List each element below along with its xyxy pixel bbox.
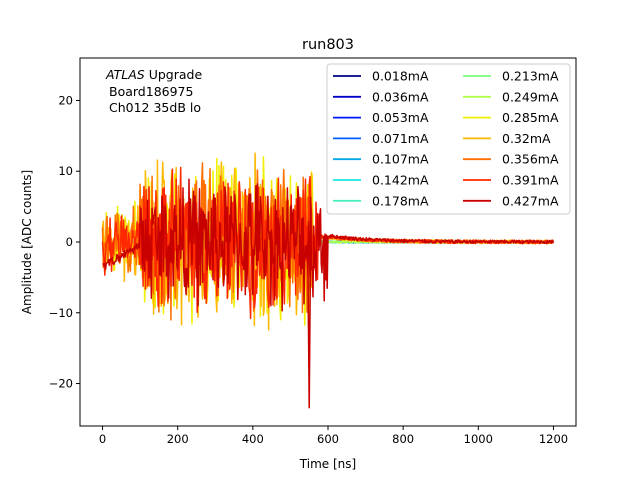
y-tick-label: 20 [58, 93, 73, 107]
legend-entry: 0.071mA [372, 131, 429, 146]
plot-area [101, 152, 555, 409]
atlas-label-line-3: Ch012 35dB lo [109, 100, 201, 115]
x-tick-label: 600 [317, 432, 339, 446]
y-axis-label: Amplitude [ADC counts] [20, 170, 34, 314]
legend-box [326, 63, 571, 215]
legend-entry: 0.018mA [372, 69, 429, 84]
y-tick-label: 0 [66, 235, 73, 249]
x-tick-label: 1000 [464, 432, 493, 446]
series-spike [306, 227, 312, 409]
y-tick-label: −10 [49, 306, 73, 320]
atlas-label-line-2: Board186975 [109, 84, 193, 99]
legend-entry: 0.32mA [502, 131, 551, 146]
atlas-upgrade: Upgrade [145, 67, 203, 82]
x-tick-label: 1200 [539, 432, 568, 446]
x-tick-label: 200 [167, 432, 189, 446]
x-axis-label: Time [ns] [299, 457, 356, 471]
series-line-0.427mA [102, 178, 555, 312]
x-axis: 0 200 400 600 800 1000 1200 [99, 426, 568, 446]
y-tick-label: 10 [58, 164, 73, 178]
atlas-annotation: ATLAS Upgrade Board186975 Ch012 35dB lo [105, 67, 202, 115]
x-tick-label: 400 [242, 432, 264, 446]
legend-entry: 0.142mA [372, 173, 429, 188]
legend-entry: 0.107mA [372, 152, 429, 167]
legend: 0.018mA 0.036mA 0.053mA 0.071mA 0.107mA 0.142… [326, 63, 571, 215]
legend-entry: 0.213mA [502, 69, 559, 84]
x-tick-label: 800 [392, 432, 414, 446]
legend-entry: 0.391mA [502, 173, 559, 188]
legend-entry: 0.356mA [502, 152, 559, 167]
y-tick-label: −20 [49, 377, 73, 391]
y-axis: −20 −10 0 10 20 [49, 93, 80, 391]
legend-entry: 0.053mA [372, 110, 429, 125]
legend-entry: 0.285mA [502, 110, 559, 125]
legend-entry: 0.427mA [502, 193, 559, 208]
atlas-italic: ATLAS [105, 67, 145, 82]
legend-entry: 0.178mA [372, 193, 429, 208]
chart-title: run803 [302, 37, 354, 53]
legend-entry: 0.036mA [372, 89, 429, 104]
atlas-label-line-1: ATLAS Upgrade [105, 67, 202, 82]
x-tick-label: 0 [99, 432, 106, 446]
legend-entry: 0.249mA [502, 89, 559, 104]
